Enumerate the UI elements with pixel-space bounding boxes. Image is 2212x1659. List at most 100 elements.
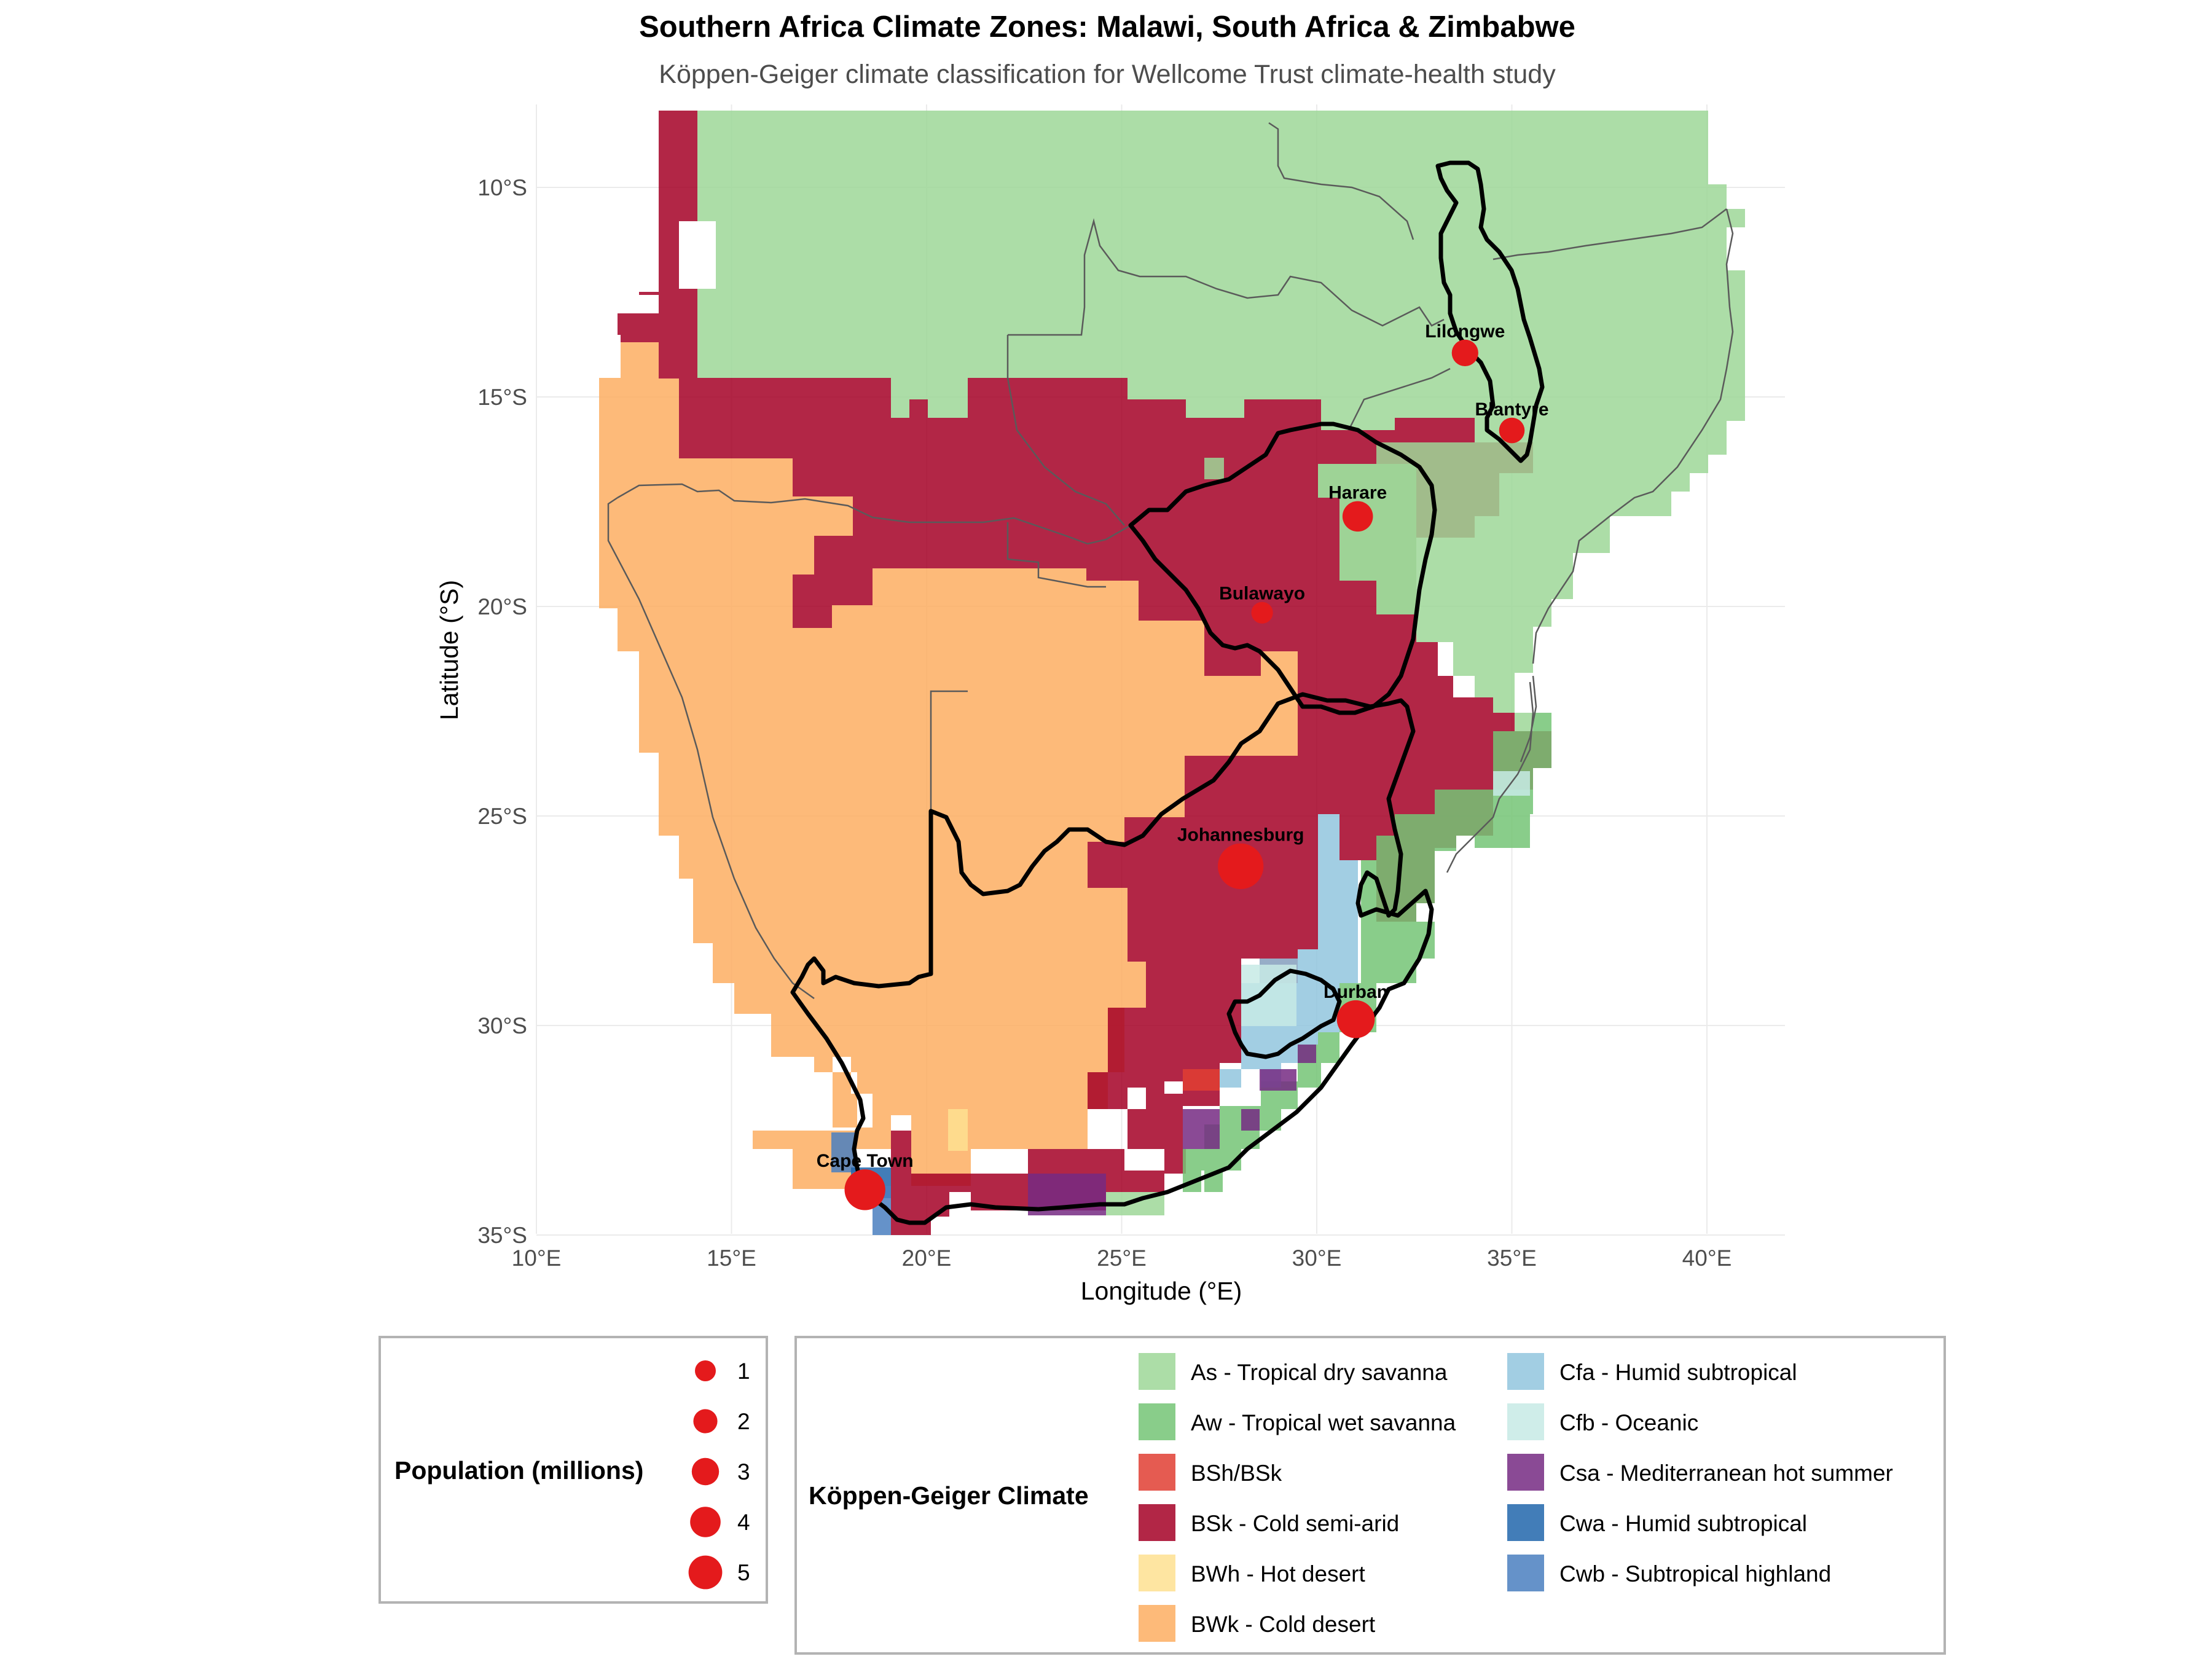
city-label: Bulawayo [1219, 584, 1305, 604]
city-marker [1251, 602, 1273, 624]
zone-as-cell1 [1204, 458, 1224, 479]
city-label: Cape Town [817, 1151, 914, 1171]
climate-legend-swatch [1507, 1504, 1544, 1541]
city-marker [1218, 843, 1264, 889]
climate-legend-box [794, 1336, 1946, 1655]
y-tick-label: 35°S [477, 1223, 527, 1248]
climate-legend: Köppen-Geiger Climate As - Tropical dry … [794, 1336, 1946, 1655]
population-legend-label: 4 [737, 1510, 750, 1535]
city-label: Lilongwe [1425, 321, 1505, 342]
climate-legend-swatch [1507, 1454, 1544, 1491]
zone-bshbsk [1183, 1069, 1220, 1091]
zone-csa-2 [1260, 1069, 1296, 1091]
climate-legend-swatch [1507, 1555, 1544, 1591]
climate-legend-swatch [1139, 1504, 1175, 1541]
y-tick-label: 25°S [477, 804, 527, 829]
population-legend-swatch [693, 1409, 718, 1433]
city-marker [1336, 1000, 1375, 1038]
focus-country-outline [1128, 422, 1437, 715]
zone-as-north [697, 111, 1745, 731]
x-tick-label: 30°E [1292, 1245, 1342, 1271]
country-border [1492, 208, 1727, 261]
climate-legend-swatch [1139, 1454, 1175, 1491]
country-border [607, 496, 815, 1000]
x-tick-label: 10°E [512, 1245, 562, 1271]
country-border [1532, 208, 1734, 664]
climate-legend-swatch [1139, 1605, 1175, 1642]
population-legend: Population (millions) 1 2 3 4 5 [378, 1336, 768, 1604]
city-marker [844, 1169, 885, 1210]
country-border [1006, 522, 1106, 588]
climate-legend-swatch [1139, 1403, 1175, 1440]
city-label: Johannesburg [1177, 825, 1304, 845]
x-tick-label: 35°E [1487, 1245, 1537, 1271]
population-legend-swatch [688, 1555, 723, 1590]
population-legend-swatch [690, 1507, 721, 1537]
y-axis-title: Latitude (°S) [435, 580, 463, 720]
climate-legend-label: Cfb - Oceanic [1559, 1410, 1698, 1435]
country-borders [607, 122, 1734, 1225]
zone-csa-1 [1183, 1109, 1220, 1149]
x-axis-title: Longitude (°E) [1081, 1277, 1242, 1305]
zone-bwh [948, 1109, 968, 1151]
climate-legend-label: Cwb - Subtropical highland [1559, 1561, 1831, 1586]
climate-legend-swatch [1507, 1403, 1544, 1440]
x-tick-label: 40°E [1682, 1245, 1732, 1271]
focus-country-outline [790, 692, 1434, 1225]
country-border [1268, 122, 1414, 240]
x-tick-label: 15°E [707, 1245, 756, 1271]
climate-legend-title: Köppen-Geiger Climate [809, 1481, 1089, 1510]
map-subtitle: Köppen-Geiger climate classification for… [659, 60, 1556, 89]
climate-legend-label: BWk - Cold desert [1191, 1612, 1376, 1637]
y-tick-label: 30°S [477, 1013, 527, 1038]
y-tick-label: 15°S [477, 385, 527, 410]
zone-bsk-south [891, 1094, 1186, 1235]
population-legend-label: 2 [737, 1409, 750, 1434]
zone-aw-east [1183, 713, 1551, 1192]
climate-raster [599, 111, 1745, 1235]
climate-legend-label: Cwa - Humid subtropical [1559, 1511, 1807, 1536]
y-tick-label: 20°S [477, 594, 527, 619]
zone-csa-4 [1241, 1109, 1260, 1131]
climate-legend-label: Csa - Mediterranean hot summer [1559, 1461, 1893, 1486]
climate-legend-label: As - Tropical dry savanna [1191, 1360, 1448, 1385]
city-label: Durban [1324, 982, 1388, 1002]
zone-as-zim [1318, 464, 1416, 614]
climate-legend-label: Cfa - Humid subtropical [1559, 1360, 1797, 1385]
climate-legend-swatch [1139, 1353, 1175, 1390]
city-markers: Lilongwe Blantyre Harare Bulawayo Johannesbu… [817, 321, 1549, 1210]
city-marker [1342, 501, 1373, 532]
climate-legend-label: BWh - Hot desert [1191, 1561, 1365, 1586]
country-border [1520, 675, 1537, 763]
x-tick-label: 20°E [902, 1245, 952, 1271]
population-legend-label: 5 [737, 1560, 750, 1585]
city-marker [1499, 417, 1525, 444]
zone-csa-3 [1298, 1045, 1316, 1063]
y-tick-label: 10°S [477, 175, 527, 200]
zone-cwb-cape [831, 1132, 856, 1172]
map-panel: Lilongwe Blantyre Harare Bulawayo Johannesbu… [536, 104, 1785, 1236]
map-title: Southern Africa Climate Zones: Malawi, S… [639, 10, 1575, 44]
axes: 10°E 15°E 20°E 25°E 30°E 35°E 40°E 10°S 15°S 20°S… [477, 175, 1732, 1271]
climate-legend-label: BSh/BSk [1191, 1461, 1282, 1486]
population-legend-swatch [695, 1360, 716, 1381]
country-border [1006, 335, 1125, 526]
country-border [617, 483, 1131, 545]
country-border [1008, 218, 1445, 336]
city-label: Harare [1328, 483, 1387, 503]
population-legend-title: Population (millions) [394, 1456, 643, 1484]
country-border [1347, 367, 1451, 431]
focus-country-outline [1435, 160, 1545, 463]
climate-legend-label: Aw - Tropical wet savanna [1191, 1410, 1456, 1435]
zone-bwk-west [599, 342, 1298, 1189]
population-legend-swatch [691, 1457, 720, 1486]
city-label: Blantyre [1475, 399, 1548, 420]
x-tick-label: 25°E [1097, 1245, 1147, 1271]
climate-legend-label: BSk - Cold semi-arid [1191, 1511, 1399, 1536]
population-legend-label: 1 [737, 1359, 750, 1384]
city-marker [1451, 339, 1478, 366]
focus-country-outline [1226, 968, 1342, 1059]
climate-legend-swatch [1507, 1353, 1544, 1390]
climate-legend-swatch [1139, 1555, 1175, 1591]
